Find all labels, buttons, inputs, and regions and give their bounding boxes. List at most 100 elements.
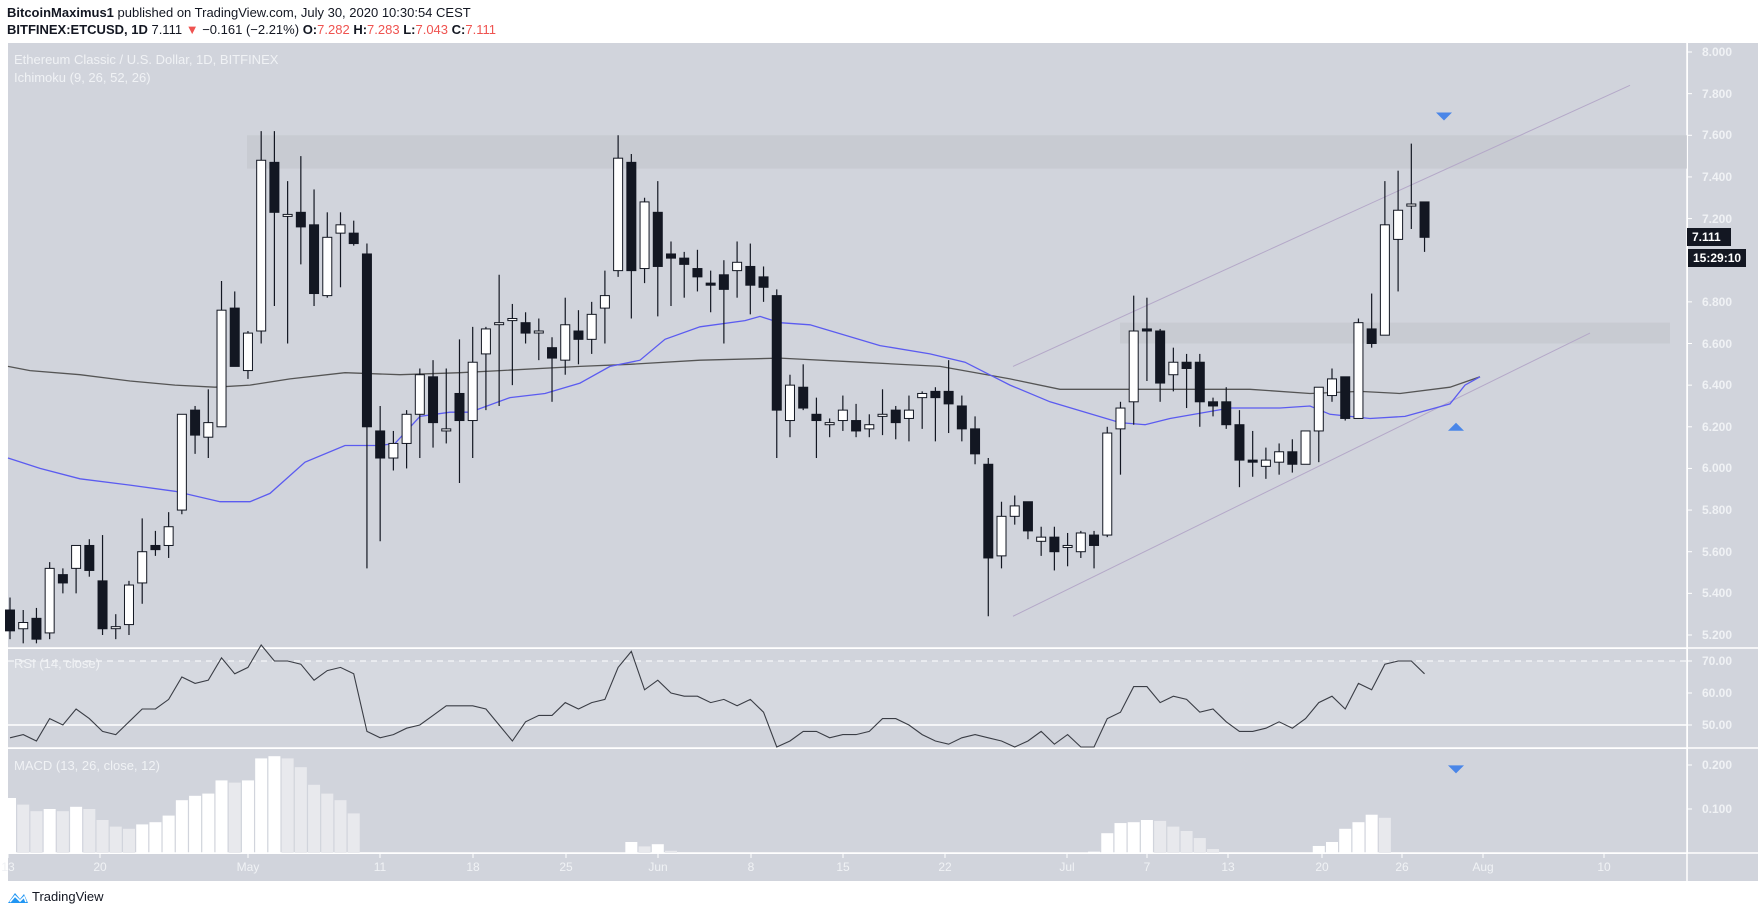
candle-body: [137, 551, 148, 584]
candle-body: [573, 330, 584, 340]
candle-body: [229, 307, 240, 367]
candle-body: [295, 211, 306, 228]
candle-body: [1089, 534, 1100, 546]
macd-bar: [334, 800, 347, 853]
candle-body: [784, 384, 795, 422]
date-tick-label: 13: [1, 860, 15, 874]
candle-body: [666, 253, 676, 259]
macd-bar: [1154, 820, 1167, 853]
macd-bar: [30, 811, 43, 853]
macd-bar: [1365, 814, 1378, 853]
macd-bar: [122, 828, 135, 853]
countdown-tag: 15:29:10: [1688, 249, 1747, 267]
candle-body: [441, 428, 452, 432]
candle-body: [57, 574, 68, 584]
macd-pane-title: MACD (13, 26, close, 12): [14, 758, 160, 773]
candle-body: [480, 328, 491, 355]
candle-body: [110, 626, 121, 630]
resistance-zone: [247, 135, 1687, 169]
date-tick-label: 10: [1597, 860, 1611, 874]
candle-body: [1128, 330, 1139, 403]
candle-body: [692, 268, 703, 278]
candle-body: [269, 161, 280, 213]
macd-bar: [321, 793, 334, 853]
candle-body: [1062, 544, 1073, 548]
macd-bar: [281, 758, 294, 853]
candle-body: [1181, 361, 1192, 369]
macd-bar: [228, 782, 241, 853]
macd-bar: [109, 826, 122, 853]
date-tick-label: 26: [1395, 860, 1409, 874]
candle-body: [718, 274, 729, 290]
candle-body: [150, 544, 161, 551]
candle-body: [547, 347, 558, 359]
macd-bar: [255, 758, 268, 853]
candle-body: [401, 413, 412, 444]
candle-body: [996, 515, 1007, 557]
candle-body: [1419, 201, 1430, 238]
macd-bar: [268, 756, 281, 853]
rsi-tick-label: 60.00: [1702, 686, 1733, 700]
candle-body: [943, 390, 954, 405]
candle-body: [917, 392, 928, 399]
publisher-line: BitcoinMaximus1 published on TradingView…: [7, 5, 471, 20]
macd-bar: [1140, 820, 1153, 853]
date-tick-label: 11: [373, 860, 387, 874]
price-tick-label: 7.200: [1702, 211, 1733, 226]
date-tick-label: May: [236, 860, 260, 874]
low-label: L:: [403, 22, 416, 37]
date-tick-label: 20: [1315, 860, 1329, 874]
candle-body: [613, 157, 624, 272]
candle-body: [335, 224, 346, 234]
author-name[interactable]: BitcoinMaximus1: [7, 5, 114, 20]
candle-body: [1049, 536, 1060, 553]
candle-body: [520, 322, 531, 334]
candle-body: [732, 261, 743, 272]
macd-bar: [17, 804, 30, 853]
candle-body: [1327, 378, 1337, 397]
macd-bar: [651, 844, 664, 853]
macd-bar: [43, 809, 56, 853]
price-tick-label: 6.400: [1702, 378, 1733, 393]
macd-bar: [70, 806, 83, 853]
candle-body: [176, 413, 187, 511]
price-tick-label: 6.600: [1702, 336, 1733, 351]
tradingview-logo-icon: [8, 892, 28, 903]
candle-body: [1300, 430, 1311, 465]
candle-body: [745, 265, 756, 286]
macd-tick-label: 0.200: [1702, 758, 1733, 772]
candle-body: [679, 257, 690, 265]
tradingview-logo[interactable]: TradingView: [7, 889, 104, 904]
high-label: H:: [353, 22, 368, 37]
date-tick-label: 7: [1143, 860, 1151, 874]
candle-body: [97, 580, 108, 630]
candle-body: [507, 318, 518, 322]
macd-bar: [136, 824, 149, 853]
date-tick-label: Aug: [1472, 860, 1494, 874]
publish-info: published on TradingView.com, July 30, 2…: [117, 5, 471, 20]
time-axis-bg: [8, 854, 1758, 881]
macd-tick-label: 0.100: [1702, 802, 1733, 816]
macd-bar: [294, 767, 307, 853]
date-tick-label: 20: [93, 860, 107, 874]
close-value: 7.111: [465, 22, 496, 37]
price-change: −0.161 (−2.21%): [202, 22, 300, 37]
candle-body: [454, 392, 465, 422]
candle-body: [533, 330, 544, 334]
symbol-line: BITFINEX:ETCUSD, 1D 7.111 ▼ −0.161 (−2.2…: [7, 22, 496, 37]
macd-bar: [83, 809, 96, 853]
candle-body: [1102, 432, 1113, 536]
candle-body: [1340, 376, 1351, 419]
candle-body: [242, 332, 253, 372]
macd-bar: [162, 815, 175, 853]
candle-body: [31, 617, 42, 640]
candle-body: [626, 161, 637, 272]
macd-bar: [241, 780, 254, 853]
price-axis-bg: [1688, 43, 1758, 854]
price-tick-label: 6.800: [1702, 294, 1733, 309]
candle-body: [1168, 361, 1179, 376]
price-tick-label: 6.000: [1702, 461, 1733, 476]
date-tick-label: Jun: [648, 860, 668, 874]
candle-body: [5, 609, 15, 632]
